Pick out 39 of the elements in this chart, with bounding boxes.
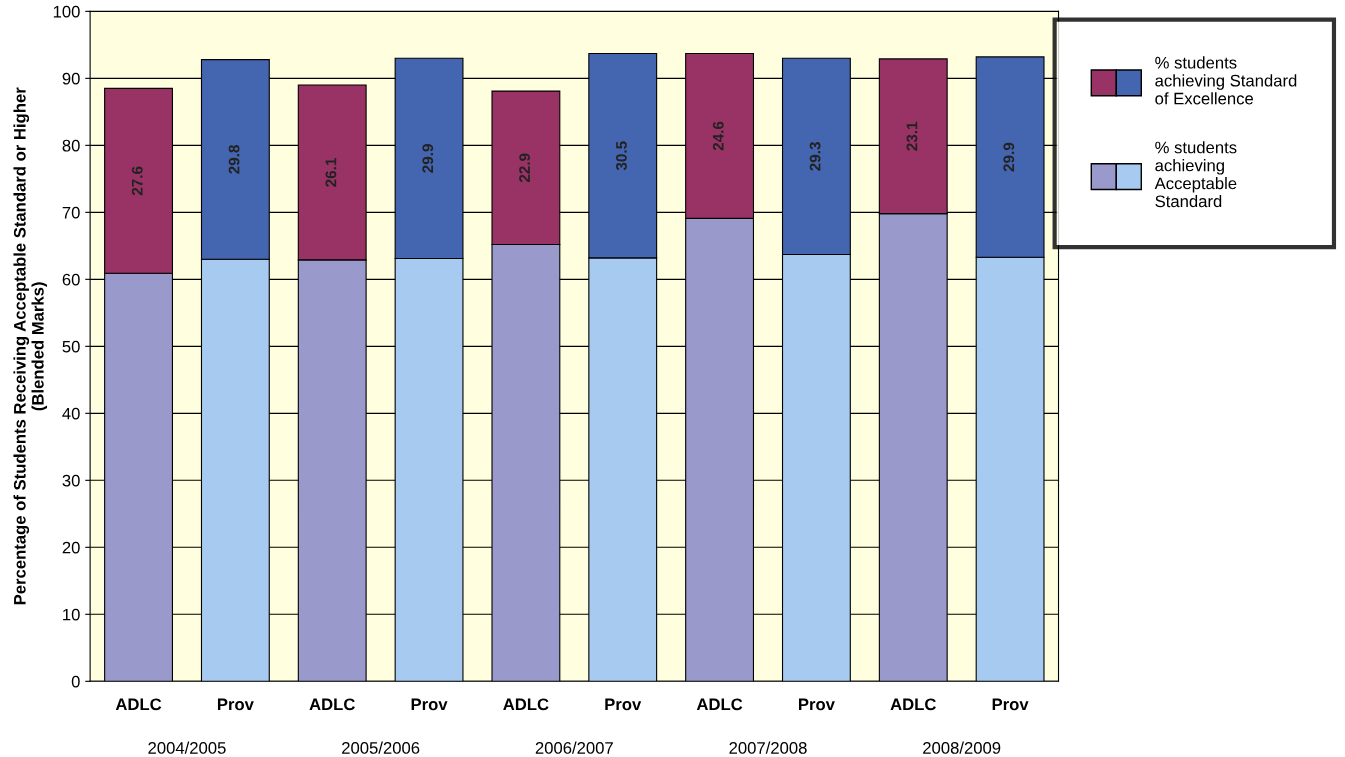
x-tick-label: Prov — [411, 698, 448, 711]
text: 2004/2005 — [148, 741, 226, 754]
text: 2007/2008 — [729, 741, 807, 754]
x-tick-label: ADLC — [503, 698, 549, 711]
data-label: 27.6 — [131, 166, 143, 196]
data-label: 29.9 — [1003, 142, 1015, 172]
data-label: 22.9 — [519, 153, 530, 183]
y-tick-label: 30 — [62, 474, 80, 487]
x-tick-label: Prov — [217, 698, 254, 711]
text: 2006/2007 — [535, 741, 613, 754]
x-tick-label: ADLC — [309, 698, 355, 711]
y-tick-label: 40 — [62, 407, 80, 420]
y-tick-label: 20 — [62, 541, 80, 554]
x-tick-label: ADLC — [115, 698, 162, 711]
x-tick-label: Prov — [799, 698, 835, 711]
y-tick-label: 0 — [71, 675, 80, 688]
y-tick-label: 60 — [62, 273, 80, 286]
x-tick-label: ADLC — [890, 698, 936, 711]
y-tick-label: 80 — [62, 139, 80, 152]
legend-label: % students achieving Standard of Excellence — [1155, 56, 1297, 105]
x-tick-label: Prov — [992, 698, 1029, 711]
y-tick-label: 100 — [53, 5, 80, 18]
y-tick-label: 50 — [62, 340, 80, 353]
data-label: 29.8 — [228, 145, 240, 174]
data-label: 26.1 — [325, 158, 337, 187]
data-label: 23.1 — [906, 121, 918, 151]
y-tick-label: 70 — [62, 206, 80, 219]
legend-label: % students achieving Acceptable Standard — [1154, 141, 1237, 208]
text: 2005/2006 — [342, 741, 420, 754]
y-tick-label: 10 — [63, 608, 80, 621]
data-label: 24.6 — [712, 121, 724, 151]
text: 2008/2009 — [923, 741, 1001, 754]
y-axis-title: Percentage of Students Receiving Acceptable Standard or Higher (Blended Marks) — [13, 87, 48, 605]
data-label: 30.5 — [616, 141, 627, 171]
data-label: 29.9 — [422, 144, 434, 173]
x-tick-label: ADLC — [696, 698, 743, 711]
y-tick-label: 90 — [62, 72, 80, 85]
data-label: 29.3 — [809, 142, 821, 171]
x-tick-label: Prov — [605, 698, 642, 711]
